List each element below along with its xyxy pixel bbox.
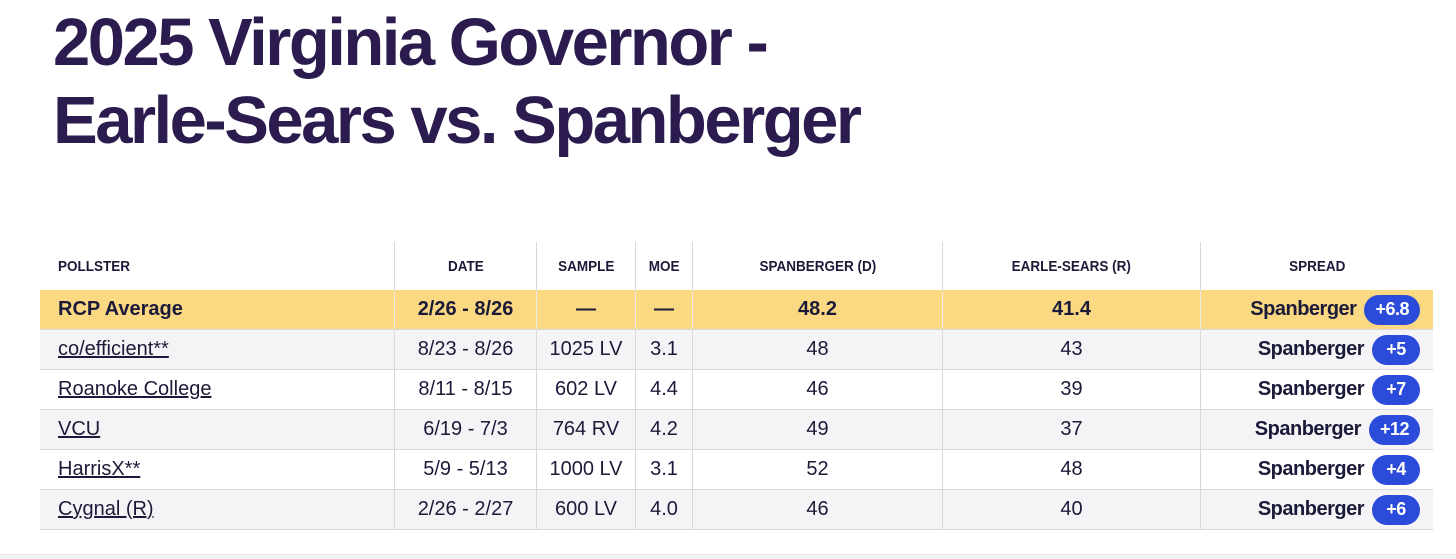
spread-badge: +12 (1368, 414, 1420, 445)
column-header-earle-sears-label: EARLE-SEARS (R) (1011, 257, 1132, 275)
poll-sample: 764 RV (537, 410, 636, 449)
pollster-link[interactable]: HarrisX** (58, 458, 141, 480)
table-body: co/efficient** 8/23 - 8/26 1025 LV 3.1 4… (40, 330, 1433, 530)
spread-winner: Spanberger (1257, 338, 1365, 360)
table-row: VCU 6/19 - 7/3 764 RV 4.2 49 37 Spanberg… (40, 410, 1433, 450)
table-row: co/efficient** 8/23 - 8/26 1025 LV 3.1 4… (40, 330, 1433, 370)
poll-moe: 3.1 (636, 450, 693, 489)
average-spread-winner: Spanberger (1250, 298, 1357, 320)
spread-badge: +7 (1372, 374, 1420, 405)
column-header-spanberger: SPANBERGER (D) (693, 242, 943, 290)
pollster-cell: Cygnal (R) (40, 490, 395, 529)
pollster-cell: HarrisX** (40, 450, 395, 489)
column-header-pollster-label: POLLSTER (58, 257, 131, 275)
pollster-link[interactable]: co/efficient** (58, 338, 169, 360)
earle-sears-value: 43 (943, 330, 1201, 369)
poll-moe: 4.0 (636, 490, 693, 529)
pollster-link[interactable]: Roanoke College (58, 378, 212, 400)
column-header-pollster: POLLSTER (40, 242, 395, 290)
column-header-sample: SAMPLE (537, 242, 636, 290)
poll-moe: 4.2 (636, 410, 693, 449)
table-header-row: POLLSTER DATE SAMPLE MOE SPANBERGER (D) … (40, 242, 1433, 290)
average-spread-badge: +6.8 (1364, 294, 1420, 325)
spanberger-value: 46 (693, 370, 943, 409)
average-moe: — (636, 290, 693, 329)
pollster-link[interactable]: Cygnal (R) (58, 498, 154, 520)
section-divider (0, 554, 1456, 559)
poll-sample: 1000 LV (537, 450, 636, 489)
spread-badge: +6 (1372, 494, 1420, 525)
poll-moe: 3.1 (636, 330, 693, 369)
spanberger-value: 48 (693, 330, 943, 369)
poll-moe: 4.4 (636, 370, 693, 409)
column-header-date-label: DATE (447, 257, 484, 275)
spanberger-value: 49 (693, 410, 943, 449)
column-header-sample-label: SAMPLE (557, 257, 615, 275)
pollster-link[interactable]: VCU (58, 418, 101, 440)
spread-winner: Spanberger (1257, 378, 1365, 400)
pollster-cell: co/efficient** (40, 330, 395, 369)
table-row: Cygnal (R) 2/26 - 2/27 600 LV 4.0 46 40 … (40, 490, 1433, 530)
poll-date: 6/19 - 7/3 (395, 410, 537, 449)
spread-winner: Spanberger (1254, 418, 1362, 440)
average-spanberger-value: 48.2 (693, 290, 943, 329)
column-header-date: DATE (395, 242, 537, 290)
poll-date: 2/26 - 2/27 (395, 490, 537, 529)
column-header-earle-sears: EARLE-SEARS (R) (943, 242, 1201, 290)
column-header-moe-label: MOE (648, 257, 680, 275)
page-title-line2: Earle-Sears vs. Spanberger (53, 83, 862, 158)
page-title-line1: 2025 Virginia Governor - (53, 5, 769, 80)
spread-winner: Spanberger (1257, 498, 1365, 520)
spread-winner: Spanberger (1257, 458, 1365, 480)
polls-table: POLLSTER DATE SAMPLE MOE SPANBERGER (D) … (40, 242, 1433, 530)
spanberger-value: 52 (693, 450, 943, 489)
average-date: 2/26 - 8/26 (395, 290, 537, 329)
earle-sears-value: 48 (943, 450, 1201, 489)
earle-sears-value: 37 (943, 410, 1201, 449)
poll-sample: 602 LV (537, 370, 636, 409)
rcp-average-row: RCP Average 2/26 - 8/26 — — 48.2 41.4 Sp… (40, 290, 1433, 330)
average-earle-sears-value: 41.4 (943, 290, 1201, 329)
average-sample: — (537, 290, 636, 329)
pollster-cell: VCU (40, 410, 395, 449)
poll-date: 5/9 - 5/13 (395, 450, 537, 489)
poll-sample: 600 LV (537, 490, 636, 529)
column-header-spread: SPREAD (1201, 242, 1433, 290)
spread-badge: +4 (1372, 454, 1420, 485)
column-header-spread-label: SPREAD (1288, 257, 1346, 275)
earle-sears-value: 39 (943, 370, 1201, 409)
spanberger-value: 46 (693, 490, 943, 529)
poll-date: 8/11 - 8/15 (395, 370, 537, 409)
page-title: 2025 Virginia Governor - Earle-Sears vs.… (53, 4, 862, 160)
average-pollster: RCP Average (40, 290, 395, 329)
pollster-cell: Roanoke College (40, 370, 395, 409)
table-row: HarrisX** 5/9 - 5/13 1000 LV 3.1 52 48 S… (40, 450, 1433, 490)
spread-badge: +5 (1372, 334, 1420, 365)
poll-date: 8/23 - 8/26 (395, 330, 537, 369)
column-header-moe: MOE (636, 242, 693, 290)
table-row: Roanoke College 8/11 - 8/15 602 LV 4.4 4… (40, 370, 1433, 410)
column-header-spanberger-label: SPANBERGER (D) (759, 257, 876, 275)
earle-sears-value: 40 (943, 490, 1201, 529)
poll-sample: 1025 LV (537, 330, 636, 369)
